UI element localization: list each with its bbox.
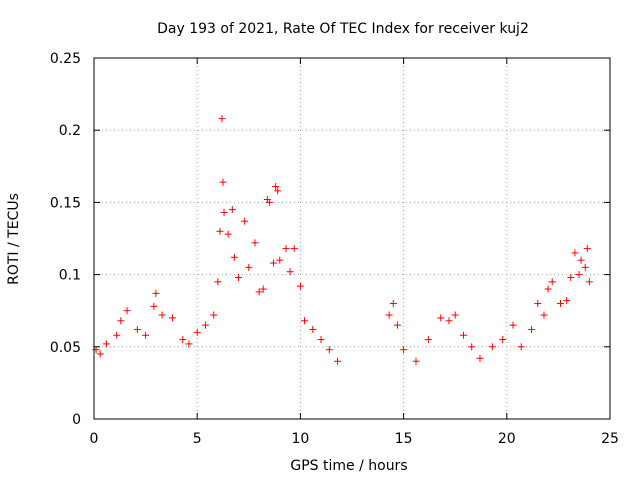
data-point [412,357,420,365]
x-tick-label: 25 [601,431,619,447]
y-axis-label: ROTI / TECUs [6,193,22,285]
data-point [142,331,150,339]
data-point [168,314,176,322]
data-point [117,317,125,325]
data-point [201,321,209,329]
data-point [259,285,267,293]
x-tick-label: 15 [395,431,413,447]
data-point [179,336,187,344]
y-tick-label: 0.15 [50,195,81,211]
data-point [123,307,131,315]
data-point [193,328,201,336]
data-point [389,299,397,307]
data-point [286,268,294,276]
data-point [270,259,278,267]
data-point [400,346,408,354]
data-point [571,249,579,257]
data-point [272,183,280,191]
data-point [158,311,166,319]
axis-ticks [93,57,611,420]
data-point [334,357,342,365]
data-point [241,217,249,225]
x-axis-label: GPS time / hours [290,458,407,474]
data-point [556,299,564,307]
data-points [92,115,593,365]
data-point [476,354,484,362]
data-point [102,340,110,348]
data-point [325,346,333,354]
data-point [210,311,218,319]
data-point [459,331,467,339]
data-point [133,325,141,333]
plot-frame [93,57,611,420]
data-point [393,321,401,329]
data-point [245,263,253,271]
data-point [290,245,298,253]
data-point [563,297,571,305]
data-point [96,350,104,358]
data-point [224,230,232,238]
x-tick-label: 10 [291,431,309,447]
data-point [385,311,393,319]
data-point [577,256,585,264]
data-point [218,115,226,123]
data-point [276,256,284,264]
data-point [265,198,273,206]
data-point [534,299,542,307]
data-point [216,227,224,235]
y-tick-label: 0.25 [50,51,81,67]
data-point [150,302,158,310]
data-point [251,239,259,247]
x-tick-label: 5 [193,431,202,447]
data-point [317,336,325,344]
data-point [445,317,453,325]
data-point [488,343,496,351]
chart-title: Day 193 of 2021, Rate Of TEC Index for r… [157,21,529,37]
data-point [113,331,121,339]
data-point [451,311,459,319]
data-point [309,325,317,333]
data-point [540,311,548,319]
y-tick-label: 0 [72,412,81,428]
data-point [228,206,236,214]
y-tick-label: 0.05 [50,340,81,356]
data-point [575,271,583,279]
data-point [544,285,552,293]
data-point [424,336,432,344]
data-point [234,273,242,281]
y-tick-label: 0.2 [59,123,81,139]
data-point [255,288,263,296]
y-tick-labels: 0 0.05 0.1 0.15 0.2 0.25 [50,51,81,428]
data-point [585,278,593,286]
data-point [301,317,309,325]
grid [94,58,610,419]
data-point [282,245,290,253]
data-point [499,336,507,344]
data-point [509,321,517,329]
x-tick-labels: 0 5 10 15 20 25 [90,431,619,447]
data-point [152,289,160,297]
data-point [583,245,591,253]
data-point [185,340,193,348]
data-point [567,273,575,281]
data-point [274,187,282,195]
x-tick-label: 0 [90,431,99,447]
data-point [468,343,476,351]
data-point [220,209,228,217]
y-tick-label: 0.1 [59,268,81,284]
data-point [230,253,238,261]
data-point [214,278,222,286]
data-point [581,263,589,271]
data-point [548,278,556,286]
data-point [517,343,525,351]
data-point [219,178,227,186]
data-point [528,325,536,333]
data-point [437,314,445,322]
x-tick-label: 20 [498,431,516,447]
data-point [296,282,304,290]
